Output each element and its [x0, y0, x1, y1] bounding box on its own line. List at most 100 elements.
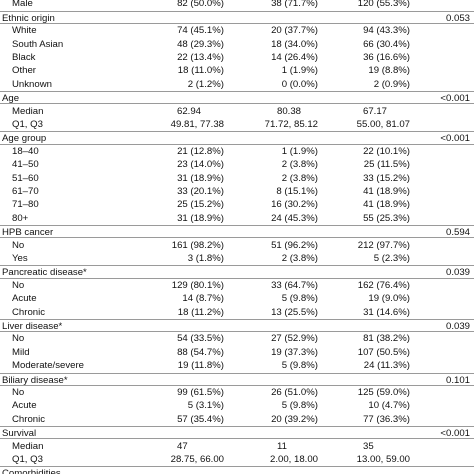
- data-row: Q1, Q3 28.75, 66.00 2.00, 18.00 13.00, 59.0…: [0, 453, 474, 466]
- cell: 2 (3.8%): [281, 172, 318, 184]
- cell: 38 (71.7%): [271, 0, 318, 10]
- row-label: Mild: [12, 346, 30, 358]
- cell: 54 (33.5%): [177, 333, 224, 345]
- cell: 80.38: [277, 105, 302, 117]
- section-label: Comorbidities: [2, 468, 61, 474]
- cell: 55 (25.3%): [363, 212, 410, 224]
- row-label: South Asian: [12, 38, 64, 50]
- data-row: 61–70 33 (20.1%) 8 (15.1%) 41 (18.9%): [0, 185, 474, 198]
- cell: 48 (29.3%): [177, 38, 224, 50]
- cell: 5 (9.8%): [281, 400, 318, 412]
- data-row: 41–50 23 (14.0%) 2 (3.8%) 25 (11.5%): [0, 158, 474, 171]
- cell: 94 (43.3%): [363, 25, 410, 37]
- cell: 22 (13.4%): [177, 51, 224, 63]
- cell: 67.17: [363, 105, 388, 117]
- section-row: Pancreatic disease* 0.039: [0, 265, 474, 279]
- data-row: Chronic 57 (35.4%) 20 (39.2%) 77 (36.3%): [0, 413, 474, 426]
- cell: 41 (18.9%): [363, 199, 410, 211]
- row-label: No: [12, 333, 25, 345]
- cell: 57 (35.4%): [177, 413, 224, 425]
- data-row: No 54 (33.5%) 27 (52.9%) 81 (38.2%): [0, 332, 474, 345]
- p-value: <0.001: [440, 133, 470, 145]
- data-row: Other 18 (11.0%) 1 (1.9%) 19 (8.8%): [0, 64, 474, 77]
- row-label: 18–40: [12, 145, 39, 157]
- data-row: Male 82 (50.0%) 38 (71.7%) 120 (55.3%): [0, 0, 474, 11]
- cell: 107 (50.5%): [357, 346, 410, 358]
- cell: 5 (2.3%): [373, 252, 410, 264]
- cell: 2 (0.9%): [373, 78, 410, 90]
- cell: 161 (98.2%): [171, 239, 224, 251]
- cell: 24 (11.3%): [363, 360, 410, 372]
- section-label: Biliary disease*: [2, 374, 68, 386]
- cell: 125 (59.0%): [357, 386, 410, 398]
- row-label: Chronic: [12, 413, 46, 425]
- cell: 5 (3.1%): [187, 400, 224, 412]
- cell: 162 (76.4%): [357, 279, 410, 291]
- data-row: Acute 5 (3.1%) 5 (9.8%) 10 (4.7%): [0, 399, 474, 412]
- cell: 10 (4.7%): [368, 400, 410, 412]
- row-label: No: [12, 279, 25, 291]
- row-label: Median: [12, 440, 44, 452]
- data-row: Unknown 2 (1.2%) 0 (0.0%) 2 (0.9%): [0, 78, 474, 91]
- row-label: Chronic: [12, 306, 46, 318]
- data-row: Acute 14 (8.7%) 5 (9.8%) 19 (9.0%): [0, 292, 474, 305]
- row-label: Male: [12, 0, 33, 10]
- cell: 77 (36.3%): [363, 413, 410, 425]
- cell: 22 (10.1%): [363, 145, 410, 157]
- row-label: No: [12, 239, 25, 251]
- section-label: Ethnic origin: [2, 12, 55, 24]
- data-row: No 129 (80.1%) 33 (64.7%) 162 (76.4%): [0, 279, 474, 292]
- data-row: Mild 88 (54.7%) 19 (37.3%) 107 (50.5%): [0, 346, 474, 359]
- section-row: HPB cancer 0.594: [0, 225, 474, 239]
- cell: 20 (37.7%): [271, 25, 318, 37]
- row-label: Moderate/severe: [12, 360, 84, 372]
- cell: 14 (8.7%): [182, 293, 224, 305]
- cell: 71.72, 85.12: [264, 118, 318, 130]
- row-label: 71–80: [12, 199, 39, 211]
- cell: 19 (9.0%): [368, 293, 410, 305]
- cell: 51 (96.2%): [271, 239, 318, 251]
- cell: 1 (1.9%): [281, 65, 318, 77]
- data-row: Chronic 18 (11.2%) 13 (25.5%) 31 (14.6%): [0, 306, 474, 319]
- cell: 2 (3.8%): [281, 159, 318, 171]
- data-row: No 161 (98.2%) 51 (96.2%) 212 (97.7%): [0, 239, 474, 252]
- cell: 212 (97.7%): [357, 239, 410, 251]
- cell: 13 (25.5%): [271, 306, 318, 318]
- cell: 33 (20.1%): [177, 185, 224, 197]
- cell: 99 (61.5%): [177, 386, 224, 398]
- cell: 19 (11.8%): [177, 360, 224, 372]
- cell: 31 (14.6%): [363, 306, 410, 318]
- cell: 82 (50.0%): [177, 0, 224, 10]
- cell: 66 (30.4%): [363, 38, 410, 50]
- section-label: Survival: [2, 428, 37, 440]
- data-row: 71–80 25 (15.2%) 16 (30.2%) 41 (18.9%): [0, 198, 474, 211]
- cell: 35: [363, 440, 374, 452]
- row-label: Yes: [12, 252, 28, 264]
- cell: 11: [277, 440, 287, 452]
- section-row: Biliary disease* 0.101: [0, 372, 474, 386]
- data-row: Median 47 11 35: [0, 440, 474, 453]
- section-label: Age: [2, 93, 20, 105]
- cell: 18 (11.0%): [177, 65, 224, 77]
- cell: 1 (1.9%): [281, 145, 318, 157]
- section-row: Liver disease* 0.039: [0, 318, 474, 333]
- cell: 25 (11.5%): [363, 159, 410, 171]
- data-row: Black 22 (13.4%) 14 (26.4%) 36 (16.6%): [0, 51, 474, 64]
- section-row: Survival <0.001: [0, 426, 474, 440]
- cell: 5 (9.8%): [281, 293, 318, 305]
- cell: 2 (3.8%): [281, 252, 318, 264]
- cell: 33 (64.7%): [271, 279, 318, 291]
- cell: 33 (15.2%): [363, 172, 410, 184]
- row-label: 80+: [12, 212, 29, 224]
- row-label: No: [12, 386, 25, 398]
- row-label: Other: [12, 65, 36, 77]
- data-row: Median 62.94 80.38 67.17: [0, 105, 474, 118]
- cell: 20 (39.2%): [271, 413, 318, 425]
- p-value: 0.594: [445, 227, 470, 239]
- cell: 8 (15.1%): [276, 185, 318, 197]
- section-row: Age <0.001: [0, 91, 474, 105]
- cell: 36 (16.6%): [363, 51, 410, 63]
- p-value: 0.039: [445, 320, 470, 332]
- cell: 120 (55.3%): [357, 0, 410, 10]
